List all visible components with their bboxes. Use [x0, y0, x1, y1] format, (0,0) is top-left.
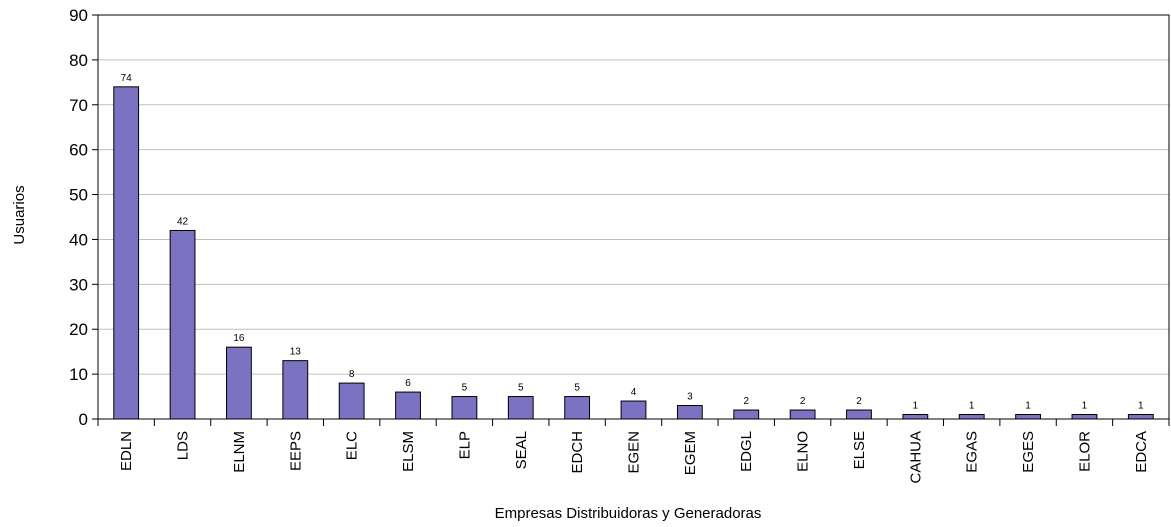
y-tick-label: 60	[69, 141, 88, 160]
bars: 74 42 16 13 8 6 5 5 5 4 3 2 2 2 1 1 1 1 1	[113, 73, 1154, 420]
bar-cahua	[902, 414, 929, 420]
data-label: 2	[800, 396, 806, 407]
x-category-label: EDLN	[118, 431, 135, 471]
axes: 0 10 20 30 40 50 60 70 80 90 EDLN LDS ELNM EEPS ELC ELS…	[69, 6, 1170, 484]
data-label: 1	[1138, 401, 1144, 412]
data-label: 5	[518, 383, 524, 394]
y-tick-label: 40	[69, 230, 88, 249]
data-label: 13	[290, 347, 302, 358]
bar-elno	[789, 409, 816, 420]
data-label: 2	[743, 396, 749, 407]
y-tick-label: 80	[69, 51, 88, 70]
data-label: 5	[462, 383, 468, 394]
x-category-label: ELP	[456, 431, 473, 459]
bar-edln	[113, 86, 140, 420]
bar-egem	[676, 405, 703, 420]
y-axis-title: Usuarios	[11, 185, 28, 244]
x-category-label: ELSM	[400, 431, 417, 472]
bar-eeps	[282, 360, 309, 420]
y-tick-label: 90	[69, 6, 88, 25]
bar-edch	[564, 396, 591, 420]
x-category-label: EGEN	[626, 431, 643, 474]
x-category-label: ELNO	[795, 431, 812, 472]
data-label: 5	[574, 383, 580, 394]
x-category-label: ELNM	[231, 431, 248, 473]
x-axis-title: Empresas Distribuidoras y Generadoras	[495, 505, 762, 522]
bar-seal	[507, 396, 534, 420]
data-label: 1	[913, 401, 919, 412]
data-label: 6	[405, 378, 411, 389]
x-category-label: EGES	[1020, 431, 1037, 473]
bar-elor	[1071, 414, 1098, 420]
plot-frame	[97, 14, 1170, 420]
bar-edca	[1127, 414, 1154, 420]
x-category-label: EDGL	[738, 431, 755, 472]
bar-edgl	[733, 409, 760, 420]
y-tick-label: 50	[69, 186, 88, 205]
bar-else	[846, 409, 872, 420]
data-label: 74	[121, 73, 133, 84]
bar-elsm	[395, 391, 421, 420]
x-category-label: SEAL	[513, 431, 530, 469]
bar-lds	[169, 229, 196, 420]
x-category-label: EGEM	[682, 431, 699, 475]
data-label: 16	[233, 333, 245, 344]
x-category-label: EDCH	[569, 431, 586, 474]
data-label: 1	[1082, 401, 1088, 412]
x-category-label: CAHUA	[907, 431, 924, 484]
x-category-label: EEPS	[287, 431, 304, 471]
y-tick-label: 0	[79, 410, 88, 429]
y-tick-label: 20	[69, 320, 88, 339]
data-label: 1	[969, 401, 975, 412]
x-category-label: EGAS	[964, 431, 981, 473]
y-tick-label: 70	[69, 96, 88, 115]
bar-elp	[451, 396, 478, 420]
data-label: 4	[631, 387, 637, 398]
x-category-label: EDCA	[1133, 431, 1150, 473]
bar-egas	[958, 414, 985, 420]
data-label: 3	[687, 392, 693, 403]
gridlines	[98, 14, 1169, 375]
bar-egen	[620, 400, 647, 420]
y-tick-label: 10	[69, 365, 88, 384]
bar-eges	[1015, 414, 1041, 420]
bar-elnm	[226, 346, 252, 420]
x-category-label: ELC	[344, 431, 361, 460]
x-category-label: ELOR	[1076, 431, 1093, 472]
x-category-label: LDS	[175, 431, 192, 460]
data-label: 2	[856, 396, 862, 407]
data-label: 1	[1025, 401, 1031, 412]
x-category-label: ELSE	[851, 431, 868, 469]
data-label: 42	[177, 216, 189, 227]
bar-elc	[338, 382, 365, 420]
y-tick-label: 30	[69, 275, 88, 294]
data-label: 8	[349, 369, 355, 380]
